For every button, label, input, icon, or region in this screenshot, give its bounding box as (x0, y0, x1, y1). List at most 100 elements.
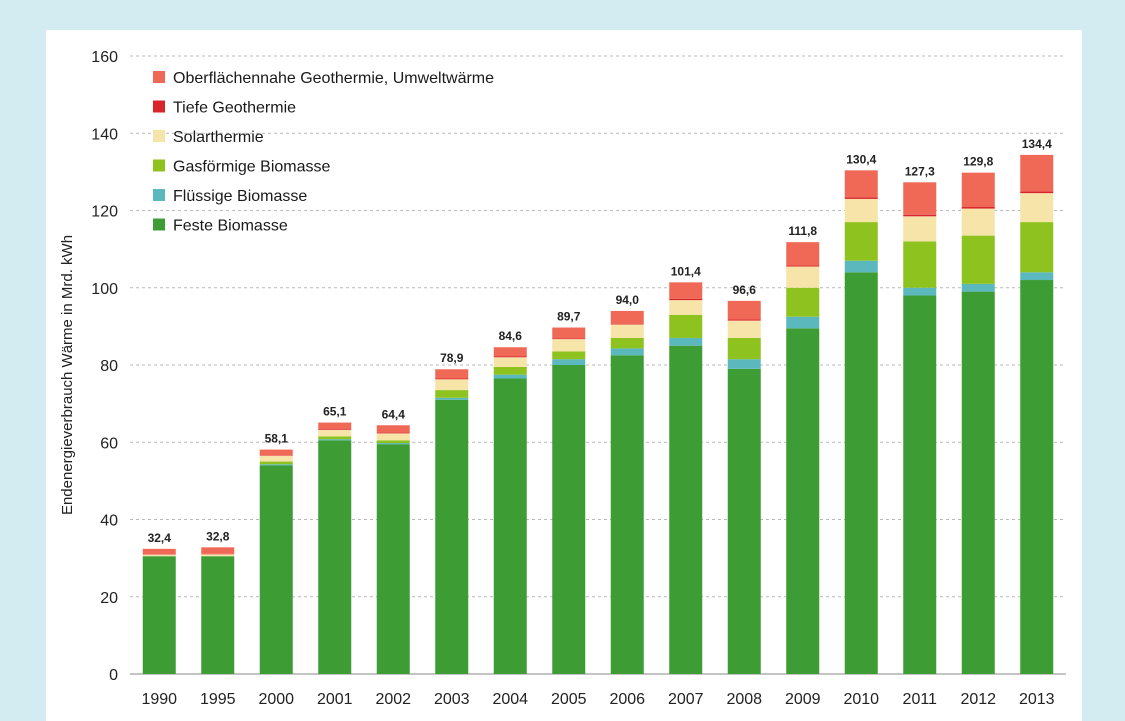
y-tick-label: 20 (100, 590, 118, 607)
bar-segment (376, 432, 410, 434)
bar-segment (786, 242, 820, 266)
bar-segment (844, 260, 878, 273)
legend-entry: Flüssige Biomasse (173, 188, 307, 205)
bar-segment (727, 300, 761, 320)
bar-segment (376, 425, 410, 433)
bar-segment (610, 310, 644, 324)
y-tick-label: 120 (91, 204, 118, 221)
bar-segment (1020, 272, 1054, 281)
bar-segment (786, 265, 820, 267)
legend-swatch (153, 100, 165, 113)
bar-segment (376, 433, 410, 441)
bar-segment (844, 198, 878, 223)
legend: Oberflächennahe Geothermie, Umweltwärme T… (153, 70, 494, 235)
bar-segment (786, 316, 820, 329)
legend-swatch (153, 130, 165, 142)
bar-segment (961, 235, 995, 284)
total-label: 78,9 (440, 351, 464, 365)
y-axis-title: Endenergieverbrauch Wärme in Mrd. kWh (59, 235, 76, 515)
bar-segment (493, 374, 527, 379)
bar-segment (844, 222, 878, 261)
total-label: 94,0 (616, 293, 640, 307)
bar-segment (552, 365, 586, 674)
bar-segment (435, 399, 469, 674)
x-tick-label: 2012 (960, 691, 996, 708)
bar-segment (318, 422, 352, 430)
bar-segment (610, 355, 644, 674)
bar-segment (318, 429, 352, 430)
x-tick-label: 2010 (843, 691, 879, 708)
x-tick-label: 2013 (1019, 691, 1055, 708)
bar-segment (727, 319, 761, 321)
bars (142, 154, 1054, 674)
total-label: 134,4 (1022, 137, 1052, 151)
bar-segment (1020, 191, 1054, 194)
y-tick-label: 80 (100, 358, 118, 375)
bar-segment (610, 324, 644, 338)
bar-segment (493, 378, 527, 674)
x-tick-label: 2008 (726, 691, 762, 708)
bar-segment (201, 554, 235, 557)
bar-segment (903, 295, 937, 674)
bar-segment (727, 359, 761, 369)
bar-segment (1020, 222, 1054, 273)
bar-segment (552, 338, 586, 340)
bar-segment (669, 282, 703, 299)
bar-segment (318, 436, 352, 440)
bar-segment (259, 455, 293, 462)
total-label: 64,4 (382, 407, 406, 421)
x-tick-label: 2009 (785, 691, 821, 708)
x-tick-label: 2007 (668, 691, 704, 708)
bar-segment (259, 461, 293, 465)
bar-segment (1020, 154, 1054, 192)
legend-entry: Solarthermie (173, 129, 264, 146)
bar-segment (669, 314, 703, 338)
total-label: 129,8 (963, 155, 993, 169)
total-label: 89,7 (557, 310, 581, 324)
bar-segment (669, 300, 703, 315)
bar-segment (493, 356, 527, 358)
bar-segment (493, 347, 527, 357)
bar-segment (727, 368, 761, 674)
x-tick-label: 2011 (903, 691, 938, 708)
legend-swatch (153, 159, 165, 172)
bar-segment (727, 320, 761, 338)
bar-segment (318, 429, 352, 437)
y-tick-label: 40 (100, 513, 118, 530)
bar-segment (844, 197, 878, 199)
x-tick-label: 2001 (317, 691, 353, 708)
bar-segment (493, 357, 527, 367)
bar-segment (142, 548, 176, 555)
bar-segment (435, 390, 469, 398)
bar-segment (961, 208, 995, 236)
legend-swatch (153, 218, 165, 231)
total-label: 130,4 (846, 152, 876, 166)
bar-segment (903, 182, 937, 215)
bar-segment (786, 266, 820, 288)
bar-segment (961, 207, 995, 209)
total-label: 101,4 (671, 264, 701, 278)
bar-segment (259, 449, 293, 456)
bar-segment (493, 366, 527, 375)
bar-segment (435, 397, 469, 400)
x-tick-label: 2006 (609, 691, 645, 708)
bar-segment (1020, 280, 1054, 674)
bar-segment (903, 287, 937, 296)
bar-segment (961, 172, 995, 208)
bar-segment (435, 379, 469, 391)
bar-segment (1020, 193, 1054, 223)
bar-segment (142, 556, 176, 674)
legend-entry: Feste Biomasse (173, 218, 288, 235)
x-tick-label: 1995 (200, 691, 236, 708)
bar-segment (376, 444, 410, 674)
x-tick-label: 1990 (141, 691, 177, 708)
total-label: 32,8 (206, 529, 230, 543)
bar-segment (435, 378, 469, 380)
x-tick-label: 2002 (375, 691, 411, 708)
total-label: 84,6 (499, 329, 523, 343)
bar-segment (903, 241, 937, 288)
x-tick-label: 2005 (551, 691, 587, 708)
axes: 0 20 40 60 80 100 120 140 160 1990 1995 2000 2001 200… (91, 49, 1066, 708)
bar-segment (961, 291, 995, 674)
